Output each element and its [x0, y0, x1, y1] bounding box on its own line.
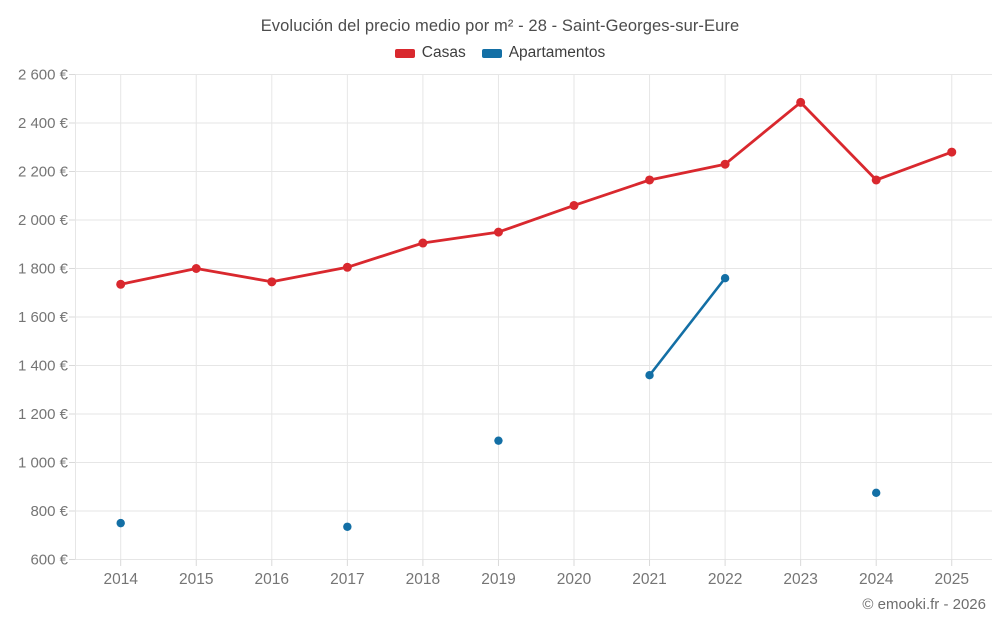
- y-tick-label: 1 800 €: [18, 261, 69, 278]
- data-point-casas-2016[interactable]: [267, 277, 277, 287]
- legend-label-casas: Casas: [421, 44, 466, 61]
- data-point-apartamentos-2019[interactable]: [494, 436, 503, 445]
- legend-label-apartamentos: Apartamentos: [508, 44, 606, 61]
- x-tick-label: 2016: [255, 571, 289, 588]
- x-tick-label: 2024: [859, 571, 894, 588]
- legend-swatch-casas-icon: [394, 48, 415, 58]
- data-point-casas-2021[interactable]: [645, 175, 655, 185]
- x-tick-label: 2018: [406, 571, 440, 588]
- y-tick-label: 2 600 €: [18, 67, 69, 84]
- y-tick-label: 1 600 €: [18, 309, 69, 326]
- legend-item-casas[interactable]: Casas: [394, 44, 466, 62]
- x-tick-label: 2015: [179, 571, 213, 588]
- legend-item-apartamentos[interactable]: Apartamentos: [481, 44, 606, 62]
- data-point-casas-2025[interactable]: [947, 147, 957, 157]
- data-point-casas-2014[interactable]: [116, 279, 126, 289]
- legend-swatch-apartamentos-icon: [481, 48, 502, 58]
- data-point-casas-2019[interactable]: [493, 227, 503, 237]
- legend: Casas Apartamentos: [0, 44, 1000, 62]
- y-tick-label: 1 000 €: [18, 455, 69, 472]
- x-tick-label: 2020: [557, 571, 592, 588]
- x-tick-label: 2022: [708, 571, 742, 588]
- y-tick-label: 2 400 €: [18, 115, 69, 132]
- data-point-casas-2020[interactable]: [569, 200, 579, 210]
- x-tick-label: 2014: [103, 571, 138, 588]
- data-point-apartamentos-2024[interactable]: [872, 488, 881, 498]
- x-tick-label: 2017: [330, 571, 364, 588]
- data-point-apartamentos-2021[interactable]: [645, 371, 654, 380]
- data-point-casas-2022[interactable]: [720, 159, 730, 169]
- y-tick-label: 2 200 €: [18, 164, 69, 181]
- data-point-apartamentos-2017[interactable]: [343, 522, 352, 531]
- series-line-casas: [119, 101, 954, 286]
- y-tick-label: 2 000 €: [18, 212, 69, 229]
- x-tick-label: 2025: [935, 571, 969, 588]
- x-tick-label: 2019: [481, 571, 515, 588]
- data-point-apartamentos-2014[interactable]: [116, 518, 125, 528]
- data-point-casas-2018[interactable]: [418, 238, 428, 248]
- y-tick-label: 600 €: [30, 552, 68, 569]
- attribution: © emooki.fr - 2026: [862, 596, 986, 613]
- data-point-casas-2023[interactable]: [796, 97, 806, 107]
- data-point-apartamentos-2022[interactable]: [720, 274, 730, 283]
- x-tick-label: 2021: [632, 571, 666, 588]
- y-tick-label: 1 400 €: [18, 358, 69, 375]
- y-tick-label: 1 200 €: [18, 406, 69, 423]
- y-tick-label: 800 €: [30, 503, 68, 520]
- chart-title: Evolución del precio medio por m² - 28 -…: [260, 17, 740, 35]
- data-point-casas-2017[interactable]: [342, 262, 352, 272]
- data-point-casas-2024[interactable]: [871, 175, 881, 185]
- data-point-casas-2015[interactable]: [191, 264, 201, 273]
- x-tick-label: 2023: [783, 571, 817, 588]
- series-line-apartamentos: [650, 278, 877, 493]
